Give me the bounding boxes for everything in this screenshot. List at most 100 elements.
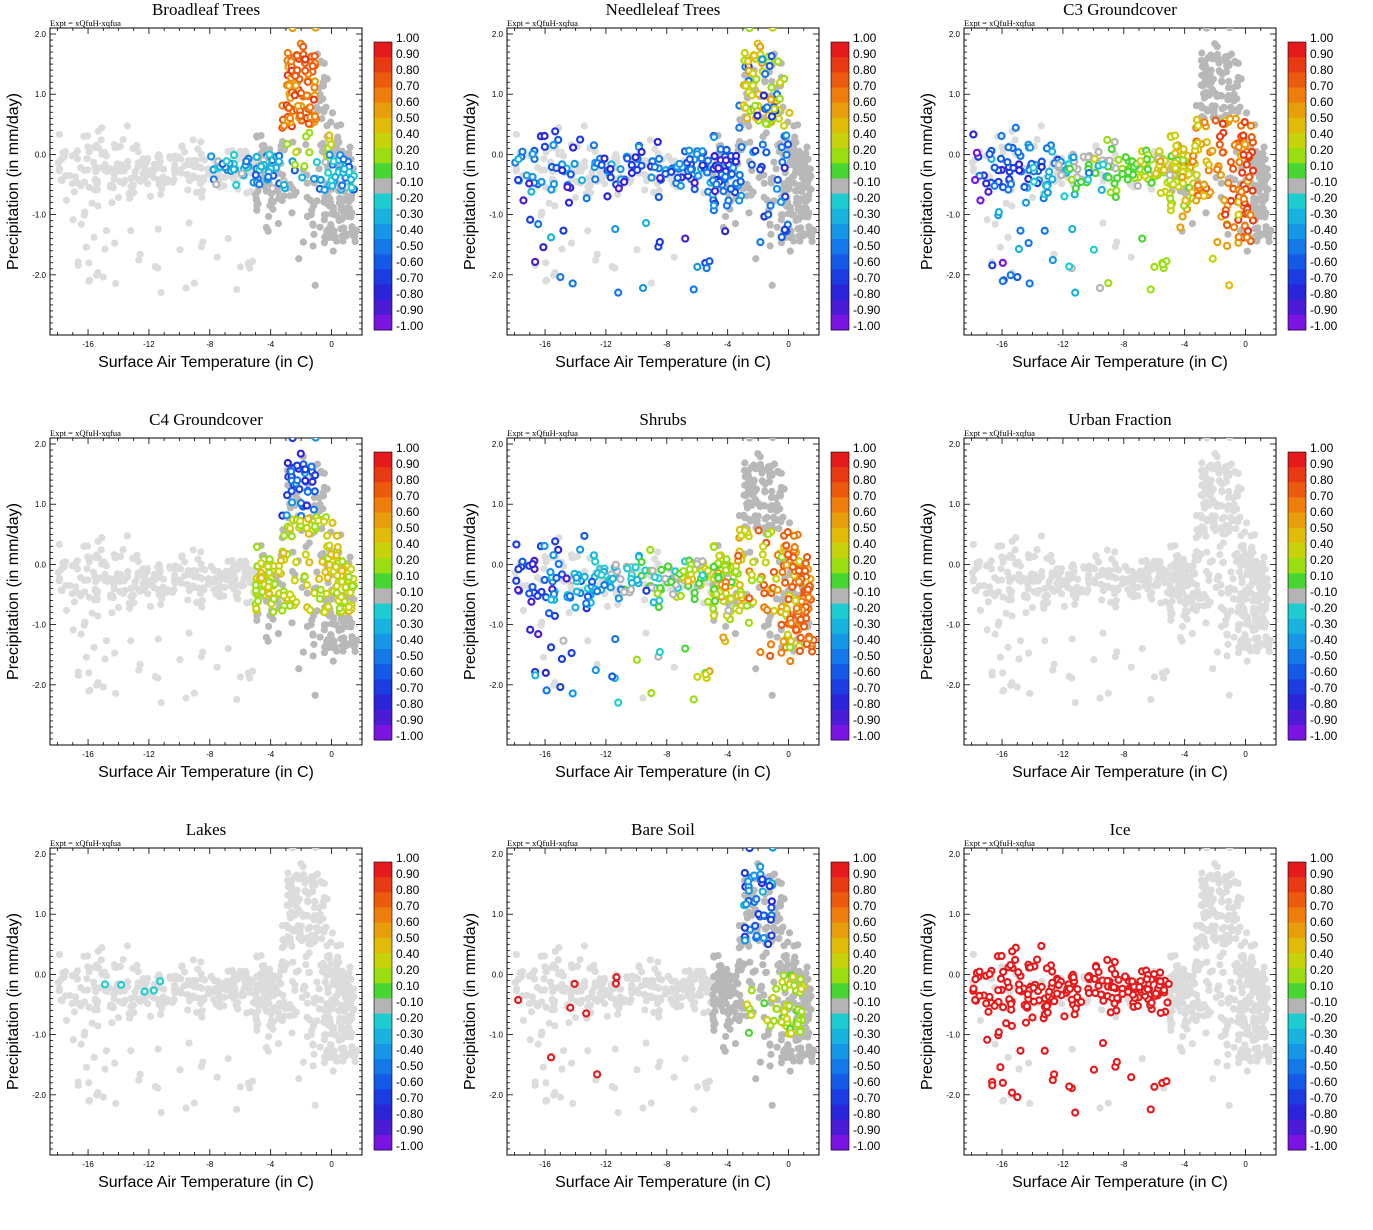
colorbar-label: -1.00 [396, 729, 424, 743]
data-point-coloured [341, 156, 347, 162]
colorbar-swatch [374, 649, 392, 665]
colorbar-label: -0.50 [853, 649, 881, 663]
data-point [303, 747, 310, 754]
data-point-coloured [539, 179, 545, 185]
data-point-coloured [311, 176, 317, 182]
x-tick-label: -16 [996, 340, 1008, 349]
data-point-coloured [348, 566, 354, 572]
data-point [225, 235, 232, 242]
data-point [141, 571, 148, 578]
x-tick-label: 0 [786, 340, 791, 349]
data-point-coloured [656, 194, 662, 200]
colorbar-label: -0.80 [1310, 287, 1338, 301]
colorbar-label: -0.10 [853, 585, 881, 599]
data-point [309, 242, 316, 249]
colorbar-label: -0.60 [853, 665, 881, 679]
data-point-coloured [329, 520, 335, 526]
data-point [223, 568, 230, 575]
data-point-coloured [305, 79, 311, 85]
colorbar-swatch [1288, 57, 1306, 73]
data-point [790, 122, 797, 129]
data-point [101, 149, 108, 156]
data-point-coloured [694, 264, 700, 270]
data-point-coloured [298, 451, 304, 457]
colorbar-swatch [831, 118, 849, 134]
data-point [237, 263, 244, 270]
y-axis-label: Precipitation (in mm/day) [919, 93, 936, 270]
data-point-coloured [716, 553, 722, 559]
data-point-coloured [294, 67, 300, 73]
data-point-coloured [349, 583, 355, 589]
colorbar-label: -0.10 [396, 585, 424, 599]
data-point-coloured [757, 167, 763, 173]
data-point-coloured [1189, 189, 1195, 195]
y-tick-label: -2.0 [32, 681, 46, 690]
colorbar-label: 0.60 [853, 95, 877, 109]
data-point-coloured [281, 550, 287, 556]
data-point [115, 604, 122, 611]
colorbar-swatch [374, 224, 392, 240]
data-point [771, 343, 778, 350]
data-point [581, 122, 588, 129]
data-point-coloured [789, 584, 795, 590]
data-point-coloured [677, 161, 683, 167]
colorbar-label: 0.90 [396, 47, 420, 61]
data-point [93, 551, 100, 558]
data-point [761, 78, 768, 85]
data-point-coloured [1156, 148, 1162, 154]
data-point-coloured [253, 172, 259, 178]
data-point-coloured [768, 97, 774, 103]
data-point-coloured [769, 53, 775, 59]
data-point-coloured [648, 690, 654, 696]
data-point-coloured [317, 596, 323, 602]
colorbar-label: 0.50 [853, 111, 877, 125]
expt-label: Expt = xQfuH-xqfua [50, 18, 121, 28]
colorbar-label: -0.90 [1310, 303, 1338, 317]
data-point [542, 277, 549, 284]
colorbar-label: 0.60 [396, 505, 420, 519]
data-point [1217, 92, 1224, 99]
data-point-coloured [1236, 159, 1242, 165]
data-point [184, 186, 191, 193]
data-point [572, 194, 579, 201]
data-point [984, 216, 991, 223]
x-tick-label: 0 [786, 750, 791, 759]
data-point [304, 590, 311, 597]
data-point-coloured [629, 162, 635, 168]
colorbar-label: 0.40 [1310, 127, 1334, 141]
x-axis-label: Surface Air Temperature (in C) [98, 354, 314, 371]
data-point-coloured [311, 97, 317, 103]
data-point-coloured [337, 605, 343, 611]
data-point [127, 637, 134, 644]
data-point [749, 492, 756, 499]
colorbar-label: -1.00 [853, 319, 881, 333]
data-point [288, 619, 295, 626]
data-point-coloured [730, 165, 736, 171]
data-point [1003, 200, 1010, 207]
data-point [132, 578, 139, 585]
data-point [157, 601, 164, 608]
data-point [220, 592, 227, 599]
data-point-coloured [1071, 154, 1077, 160]
data-point-coloured [749, 92, 755, 98]
data-point [56, 165, 63, 172]
data-point [115, 194, 122, 201]
data-point-coloured [326, 133, 332, 139]
data-point [279, 197, 286, 204]
data-point-coloured [327, 562, 333, 568]
colorbar-label: -0.20 [396, 601, 424, 615]
data-point [321, 621, 328, 628]
data-point-coloured [987, 151, 993, 157]
data-point-coloured [309, 464, 315, 470]
data-point-coloured [1104, 137, 1110, 143]
colorbar-swatch [831, 588, 849, 604]
data-point-coloured [759, 56, 765, 62]
data-point-coloured [655, 139, 661, 145]
data-point [803, 144, 810, 151]
data-point-coloured [649, 175, 655, 181]
data-point-coloured [592, 559, 598, 565]
data-point-coloured [513, 578, 519, 584]
data-point [265, 213, 272, 220]
data-point-coloured [767, 63, 773, 69]
x-tick-label: -16 [539, 750, 551, 759]
